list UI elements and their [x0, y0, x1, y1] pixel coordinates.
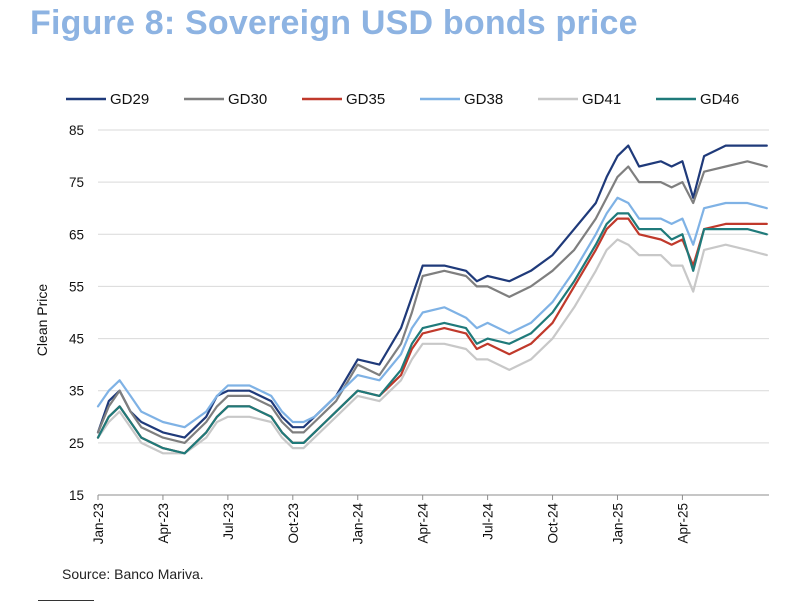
y-axis: 15 25 35 45 55 65 75 85: [69, 123, 84, 503]
series-line-gd29: [96, 144, 768, 439]
y-tick-label: 45: [69, 332, 84, 347]
chart-title: Figure 8: Sovereign USD bonds price: [30, 4, 638, 42]
legend-label-gd29: GD29: [110, 91, 149, 108]
x-axis: Jan-23 Apr-23 Jul-23 Oct-23 Jan-24 Apr-24 Jul-…: [91, 494, 769, 545]
legend-label-gd41: GD41: [582, 91, 621, 108]
source-note: Source: Banco Mariva.: [62, 566, 204, 582]
series-line-gd38: [96, 196, 768, 429]
series-line-gd30: [96, 160, 768, 444]
legend-label-gd35: GD35: [346, 91, 385, 108]
y-tick-label: 35: [69, 384, 84, 399]
x-tick-label: Oct-23: [286, 503, 301, 544]
y-tick-label: 55: [69, 279, 84, 294]
x-tick-label: Jul-24: [481, 503, 496, 540]
y-tick-label: 25: [69, 436, 84, 451]
x-tick-label: Oct-24: [546, 503, 561, 544]
x-tick-label: Jan-23: [91, 503, 106, 544]
legend: GD29 GD30 GD35 GD38 GD41 GD46: [66, 91, 739, 108]
legend-label-gd30: GD30: [228, 91, 267, 108]
x-tick-label: Jan-25: [610, 503, 625, 544]
y-tick-label: 15: [69, 488, 84, 503]
y-tick-label: 85: [69, 123, 84, 138]
x-tick-label: Jan-24: [351, 503, 366, 545]
x-tick-label: Jul-23: [221, 503, 236, 540]
series-lines: [96, 144, 768, 455]
x-tick-label: Apr-23: [156, 503, 171, 544]
footnote-rule: [38, 600, 94, 601]
x-tick-label: Apr-25: [675, 503, 690, 544]
series-line-gd46: [96, 212, 768, 455]
y-tick-label: 65: [69, 227, 84, 242]
legend-label-gd46: GD46: [700, 91, 739, 108]
legend-label-gd38: GD38: [464, 91, 503, 108]
y-axis-label: Clean Price: [34, 284, 50, 357]
x-tick-label: Apr-24: [416, 503, 431, 544]
series-line-gd41: [96, 238, 768, 455]
y-tick-label: 75: [69, 175, 84, 190]
